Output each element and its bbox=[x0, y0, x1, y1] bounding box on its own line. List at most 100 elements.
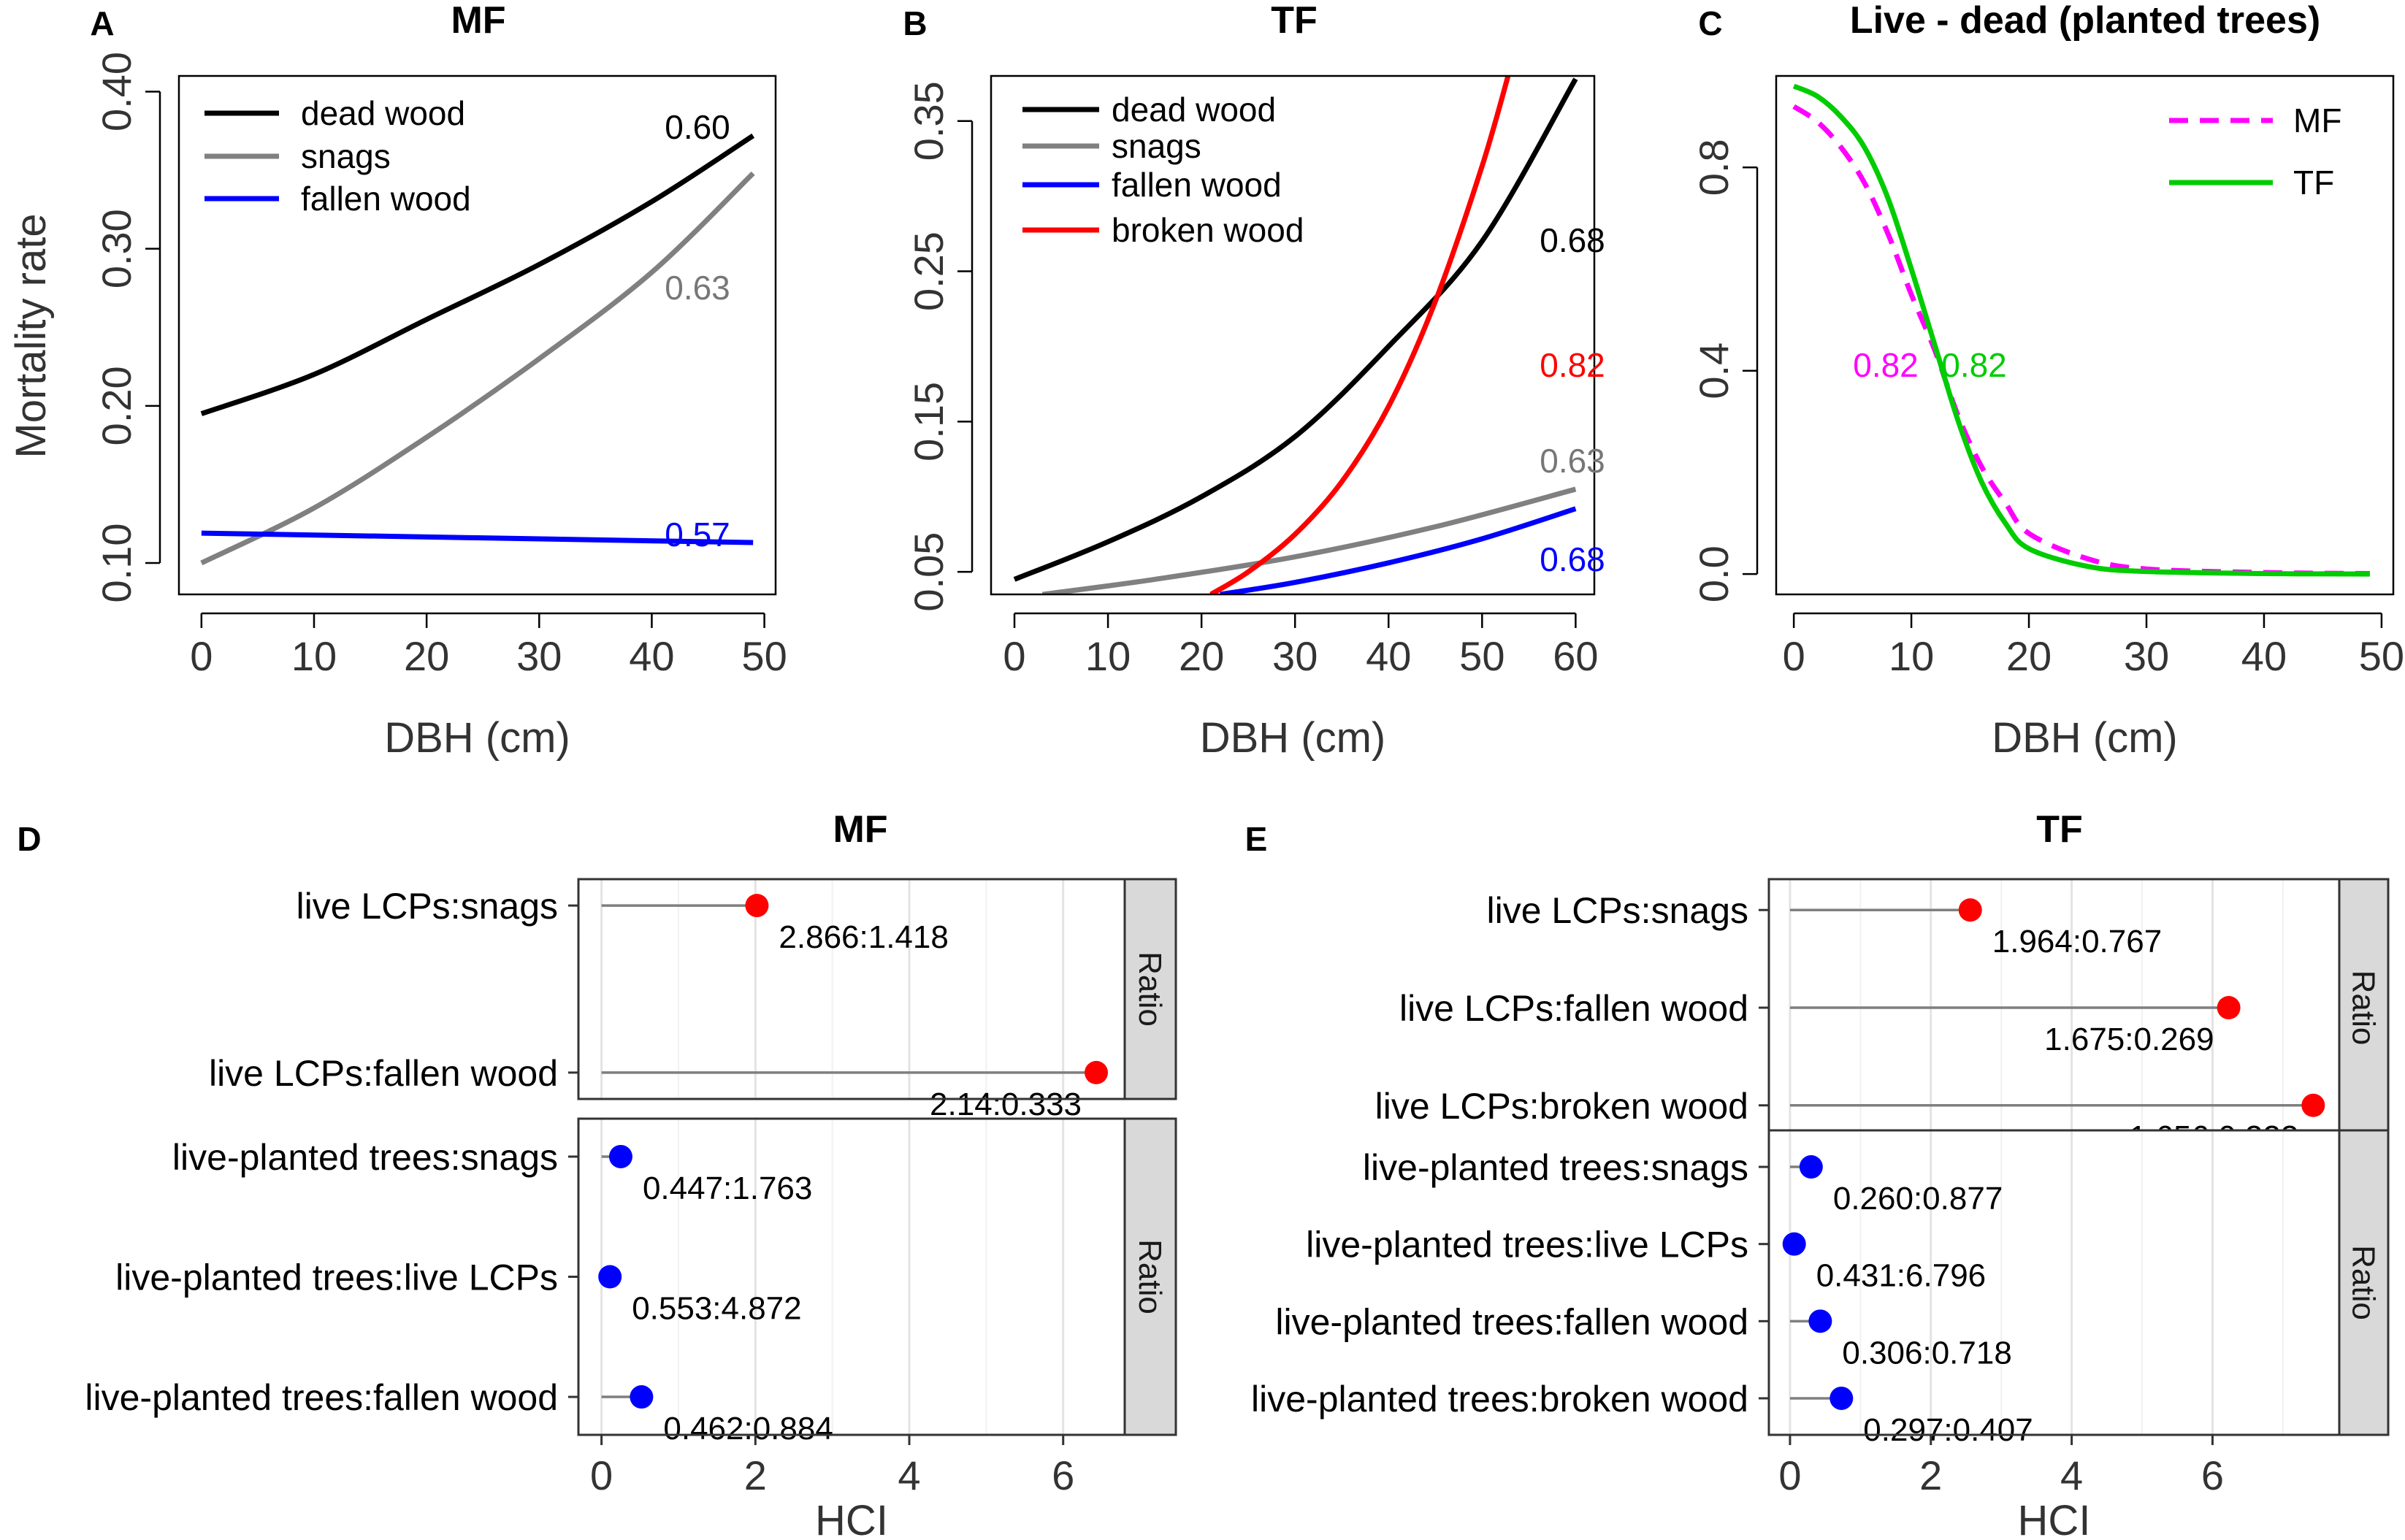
facet-strip bbox=[1123, 1117, 1177, 1436]
series-annotation-dead-wood: 0.60 bbox=[665, 108, 730, 146]
panel-d: D MF 2.866:1.418 live LCPs:snags 2.14:0.333 l… bbox=[17, 808, 1177, 1540]
y-tick-label: 0.05 bbox=[906, 532, 952, 612]
panel-letter: C bbox=[1698, 4, 1722, 42]
category-label-live-planted-trees-live-lcps: live-planted trees:live LCPs bbox=[1306, 1225, 1748, 1265]
x-tick-label: 50 bbox=[741, 633, 787, 679]
point-live-planted-trees-snags bbox=[1799, 1155, 1823, 1179]
series-annotation-snags: 0.63 bbox=[665, 269, 730, 307]
y-tick-label: 0.20 bbox=[93, 366, 139, 445]
point-live-planted-trees-snags bbox=[608, 1144, 632, 1168]
panel-letter: E bbox=[1245, 820, 1268, 858]
series-annotation-dead-wood: 0.68 bbox=[1540, 221, 1605, 259]
panel-b: B TF 0 10 20 30 40 50 60 DBH (cm) 0.05 0.15 0.25 0.35… bbox=[903, 0, 1605, 762]
x-tick-label: 6 bbox=[1052, 1452, 1074, 1498]
x-tick-label: 50 bbox=[2359, 633, 2404, 679]
x-tick-label: 4 bbox=[2060, 1452, 2083, 1498]
x-tick-label: 20 bbox=[2006, 633, 2052, 679]
y-tick-label: 0.15 bbox=[906, 382, 952, 461]
series-annotation-mf: 0.82 bbox=[1853, 346, 1919, 384]
x-tick-label: 10 bbox=[1889, 633, 1934, 679]
category-label-live-lcps-fallen-wood: live LCPs:fallen wood bbox=[209, 1053, 558, 1094]
legend-label-snags: snags bbox=[301, 137, 391, 175]
legend-label-tf: TF bbox=[2293, 164, 2334, 202]
x-tick-label: 30 bbox=[2124, 633, 2169, 679]
x-tick-label: 30 bbox=[1272, 633, 1318, 679]
legend-label-broken-wood: broken wood bbox=[1112, 211, 1304, 249]
series-line-broken-wood bbox=[1209, 76, 1511, 594]
y-tick-label: 0.10 bbox=[93, 523, 139, 602]
ratio-label-live-planted-trees-live-lcps: 0.431:6.796 bbox=[1816, 1258, 1986, 1294]
ratio-label-live-lcps-snags: 2.866:1.418 bbox=[779, 919, 948, 955]
panel-title: MF bbox=[833, 808, 887, 851]
x-tick-label: 50 bbox=[1459, 633, 1504, 679]
series-line-snags bbox=[1041, 486, 1577, 594]
panel-title: TF bbox=[1271, 0, 1318, 42]
facet-strip-label: Ratio bbox=[1132, 951, 1168, 1027]
panel-title: TF bbox=[2036, 808, 2083, 851]
x-tick-label: 0 bbox=[1778, 1452, 1801, 1498]
facet-strip bbox=[2338, 1129, 2390, 1436]
series-line-fallen-wood bbox=[201, 530, 754, 545]
series-annotation-snags: 0.63 bbox=[1540, 442, 1605, 480]
panel-e: E TF 1.964:0.767 live LCPs:snags 1.675:0.269… bbox=[1245, 808, 2390, 1540]
panel-title: Live - dead (planted trees) bbox=[1850, 0, 2320, 42]
series-annotation-broken-wood: 0.82 bbox=[1540, 346, 1605, 384]
facet-strip-label: Ratio bbox=[2346, 1245, 2382, 1320]
category-label-live-lcps-broken-wood: live LCPs:broken wood bbox=[1375, 1086, 1748, 1127]
facet-strip-label: Ratio bbox=[1132, 1239, 1168, 1314]
x-tick-label: 30 bbox=[516, 633, 562, 679]
facet-background bbox=[578, 1119, 1125, 1435]
x-tick-label: 10 bbox=[1085, 633, 1131, 679]
category-label-live-planted-trees-live-lcps: live-planted trees:live LCPs bbox=[115, 1257, 558, 1298]
x-tick-label: 0 bbox=[1783, 633, 1805, 679]
panel-title: MF bbox=[451, 0, 505, 42]
category-label-live-planted-trees-fallen-wood: live-planted trees:fallen wood bbox=[85, 1377, 558, 1418]
category-label-live-lcps-snags: live LCPs:snags bbox=[297, 886, 559, 927]
x-tick-label: 0 bbox=[190, 633, 213, 679]
x-axis-label: DBH (cm) bbox=[1992, 714, 2178, 762]
panel-letter: D bbox=[17, 820, 41, 858]
point-live-planted-trees-live-lcps bbox=[598, 1265, 622, 1289]
x-tick-label: 4 bbox=[898, 1452, 920, 1498]
point-live-lcps-snags bbox=[1958, 898, 1982, 922]
ratio-label-live-planted-trees-live-lcps: 0.553:4.872 bbox=[632, 1291, 801, 1327]
ratio-label-live-planted-trees-fallen-wood: 0.462:0.884 bbox=[663, 1411, 833, 1447]
category-label-live-planted-trees-fallen-wood: live-planted trees:fallen wood bbox=[1275, 1301, 1748, 1342]
panel-a: A MF 0 10 20 30 40 50 DBH (cm) 0.10 0.20 0.30 0.40 Mo… bbox=[7, 0, 787, 762]
legend-label-mf: MF bbox=[2293, 101, 2341, 139]
category-label-live-planted-trees-snags: live-planted trees:snags bbox=[1363, 1147, 1748, 1188]
x-axis-label: HCI bbox=[815, 1497, 888, 1540]
point-live-planted-trees-fallen-wood bbox=[630, 1385, 654, 1409]
x-tick-label: 20 bbox=[1179, 633, 1224, 679]
x-tick-label: 40 bbox=[2241, 633, 2287, 679]
ratio-label-live-planted-trees-broken-wood: 0.297:0.407 bbox=[1863, 1412, 2033, 1448]
legend-label-dead-wood: dead wood bbox=[1112, 91, 1276, 129]
y-tick-label: 0.4 bbox=[1691, 342, 1737, 399]
ratio-label-live-lcps-snags: 1.964:0.767 bbox=[1992, 924, 2162, 959]
x-tick-label: 0 bbox=[1003, 633, 1025, 679]
panel-letter: B bbox=[903, 4, 927, 42]
ratio-label-live-planted-trees-snags: 0.447:1.763 bbox=[643, 1171, 812, 1206]
category-label-live-lcps-fallen-wood: live LCPs:fallen wood bbox=[1399, 988, 1748, 1029]
point-live-planted-trees-fallen-wood bbox=[1808, 1309, 1832, 1333]
x-axis-label: DBH (cm) bbox=[1200, 714, 1386, 762]
facet-background bbox=[1769, 1130, 2339, 1435]
y-tick-label: 0.40 bbox=[93, 52, 139, 131]
x-axis-label: HCI bbox=[2018, 1497, 2091, 1540]
x-tick-label: 0 bbox=[590, 1452, 613, 1498]
facet-1: 1.964:0.767 live LCPs:snags 1.675:0.269 liv… bbox=[1375, 878, 2390, 1155]
x-axis-label: DBH (cm) bbox=[384, 714, 570, 762]
x-tick-label: 6 bbox=[2201, 1452, 2224, 1498]
facet-2: 0.260:0.877 live-planted trees:snags 0.431… bbox=[1251, 1129, 2390, 1448]
point-live-lcps-broken-wood bbox=[2301, 1093, 2325, 1117]
point-live-lcps-snags bbox=[745, 894, 769, 918]
facet-2: 0.447:1.763 live-planted trees:snags 0.553… bbox=[85, 1117, 1177, 1447]
category-label-live-planted-trees-broken-wood: live-planted trees:broken wood bbox=[1251, 1379, 1748, 1420]
y-tick-label: 0.8 bbox=[1691, 139, 1737, 196]
x-tick-label: 2 bbox=[744, 1452, 767, 1498]
legend-label-fallen-wood: fallen wood bbox=[1112, 166, 1282, 204]
y-tick-label: 0.35 bbox=[906, 81, 952, 161]
series-line-tf bbox=[1792, 83, 2370, 577]
y-axis-label: Mortality rate bbox=[7, 213, 55, 458]
